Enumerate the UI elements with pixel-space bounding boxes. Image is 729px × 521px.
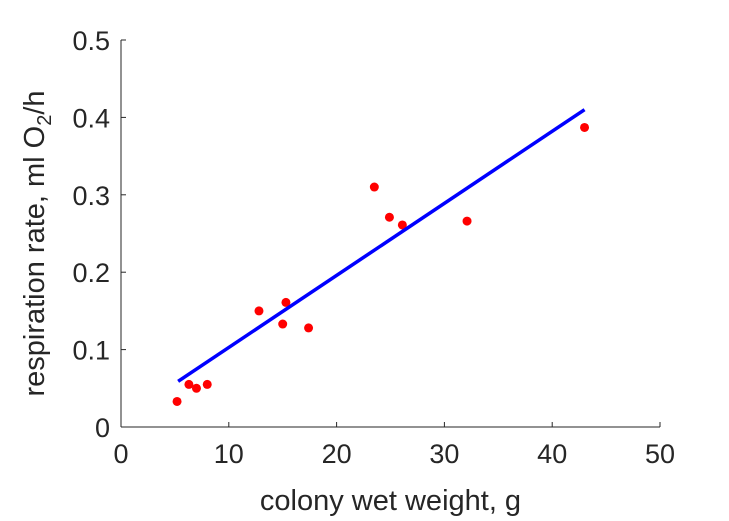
- y-tick-label: 0.4: [72, 103, 110, 133]
- data-point: [191, 383, 201, 393]
- x-tick-label: 0: [113, 439, 128, 469]
- y-axis-label-suffix: /h: [19, 90, 51, 114]
- data-point: [304, 323, 314, 333]
- data-point: [580, 122, 590, 132]
- data-point: [462, 216, 472, 226]
- y-axis-label: respiration rate, ml O2/h: [19, 90, 56, 396]
- x-axis-label: colony wet weight, g: [260, 485, 521, 517]
- y-tick-label: 0.3: [72, 181, 110, 211]
- data-point: [172, 396, 182, 406]
- data-point: [281, 297, 291, 307]
- y-tick-label: 0.2: [72, 258, 110, 288]
- x-tick-label: 20: [322, 439, 352, 469]
- axes: [120, 40, 660, 428]
- data-point: [202, 379, 212, 389]
- y-axis-label-subscript: 2: [34, 115, 56, 126]
- data-point: [184, 379, 194, 389]
- data-point: [369, 182, 379, 192]
- data-point: [278, 319, 288, 329]
- data-point: [254, 306, 264, 316]
- data-point: [384, 212, 394, 222]
- x-tick-label: 50: [645, 439, 675, 469]
- x-tick-label: 10: [214, 439, 244, 469]
- fit-line: [177, 108, 586, 383]
- y-axis-label-main: respiration rate, ml O: [19, 126, 51, 397]
- x-tick-label: 30: [429, 439, 459, 469]
- y-tick-label: 0.1: [72, 336, 110, 366]
- y-tick-label: 0: [95, 413, 110, 443]
- plot-area: [172, 108, 590, 406]
- x-tick-label: 40: [537, 439, 567, 469]
- data-point: [397, 220, 407, 230]
- ticks: 0 10 20 30 40 50 0 0.1 0.2 0.3 0.4 0.5: [72, 26, 675, 469]
- y-tick-label: 0.5: [72, 26, 110, 56]
